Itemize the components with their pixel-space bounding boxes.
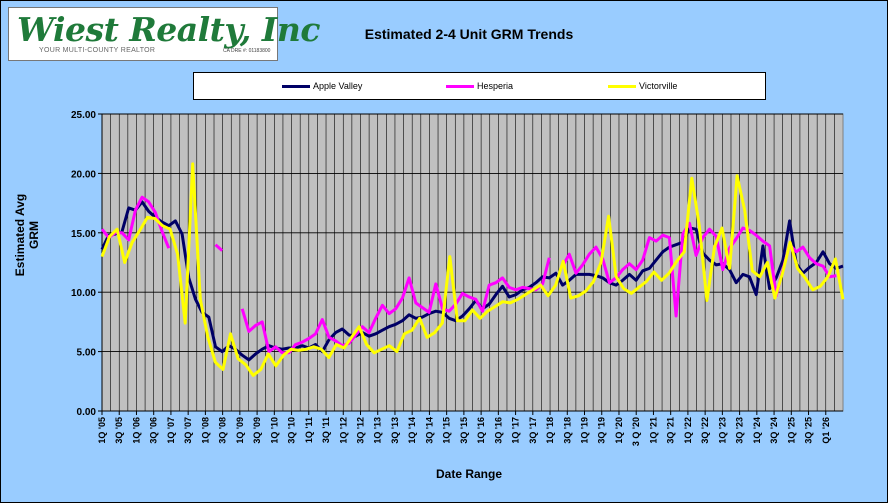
x-tick-label: 3Q '19	[597, 417, 607, 444]
chart-legend: Apple Valley Hesperia Victorville	[193, 72, 766, 100]
x-tick-label: 3Q '24	[769, 417, 779, 444]
x-tick-label: 1Q '16	[476, 417, 486, 444]
x-tick-label: 3Q '09	[252, 417, 262, 444]
x-tick-label: 1Q '10	[269, 417, 279, 444]
x-axis-label: Date Range	[435, 467, 503, 481]
x-tick-label: 3Q '06	[149, 417, 159, 444]
x-tick-label: 1Q '11	[304, 417, 314, 443]
y-tick-label: 10.00	[71, 288, 96, 299]
legend-swatch-hesperia	[446, 84, 474, 88]
x-tick-label: 3Q '15	[459, 417, 469, 444]
x-tick-label: 1Q '15	[442, 417, 452, 444]
chart-title: Estimated 2-4 Unit GRM Trends	[364, 26, 574, 42]
series-line-hesperia	[240, 257, 551, 355]
x-tick-label: 1Q '07	[166, 417, 176, 444]
x-tick-label: 1Q '12	[338, 417, 348, 444]
x-tick-label: 1Q '23	[717, 417, 727, 444]
y-tick-label: 5.00	[77, 348, 97, 359]
x-tick-label: 3Q '23	[735, 417, 745, 444]
x-tick-label: 3Q '08	[218, 417, 228, 444]
x-tick-label: 3Q '10	[287, 417, 297, 444]
y-tick-label: 15.00	[71, 229, 96, 240]
x-tick-label: 1Q '09	[235, 417, 245, 444]
x-tick-label: 3 Q '20	[631, 417, 641, 446]
x-tick-label: 1Q '08	[200, 417, 210, 444]
x-tick-label: Q1 '26	[821, 417, 831, 444]
legend-item-hesperia: Hesperia	[446, 73, 513, 99]
legend-label-hesperia: Hesperia	[477, 81, 514, 91]
legend-item-victorville: Victorville	[608, 73, 677, 99]
x-tick-label: 1Q '20	[614, 417, 624, 444]
legend-swatch-victorville	[608, 84, 636, 88]
legend-swatch-apple-valley	[282, 84, 310, 88]
y-tick-label: 20.00	[71, 169, 96, 180]
x-tick-label: 3Q '14	[424, 417, 434, 444]
x-tick-label: 3Q '16	[493, 417, 503, 444]
x-tick-label: 3Q '07	[183, 417, 193, 444]
x-tick-label: 3Q '12	[355, 417, 365, 444]
x-tick-label: 1Q '22	[683, 417, 693, 444]
legend-label-apple-valley: Apple Valley	[313, 81, 363, 91]
x-tick-label: 3Q '25	[804, 417, 814, 444]
series-line-hesperia	[214, 243, 224, 252]
legend-label-victorville: Victorville	[639, 81, 678, 91]
x-tick-label: 3Q '22	[700, 417, 710, 444]
x-tick-label: 1Q '19	[580, 417, 590, 444]
x-tick-label: 3Q '13	[390, 417, 400, 444]
logo-tagline: YOUR MULTI-COUNTY REALTOR	[39, 47, 156, 54]
legend-item-apple-valley: Apple Valley	[282, 73, 362, 99]
y-tick-label: 25.00	[71, 110, 96, 121]
x-tick-label: 1Q '05	[97, 417, 107, 444]
x-tick-label: 1Q '21	[648, 417, 658, 444]
x-tick-label: 1Q '17	[511, 417, 521, 444]
x-tick-label: 3Q '17	[528, 417, 538, 444]
company-logo: Wiest Realty, Inc YOUR MULTI-COUNTY REAL…	[8, 7, 320, 61]
y-tick-label: 0.00	[77, 407, 97, 418]
x-tick-label: 3Q '21	[666, 417, 676, 444]
x-tick-label: 1Q '13	[373, 417, 383, 444]
logo-wordmark: Wiest Realty, Inc	[17, 10, 320, 49]
logo-dre-number: CA DRE #: 01183800	[223, 48, 271, 54]
series-line-apple-valley	[100, 200, 844, 362]
x-tick-label: 1Q '06	[131, 417, 141, 444]
x-tick-label: 3Q '05	[114, 417, 124, 444]
series-line-victorville	[100, 162, 845, 377]
x-tick-label: 1Q '24	[752, 417, 762, 444]
x-tick-label: 3Q '18	[562, 417, 572, 444]
x-tick-label: 1Q '14	[407, 417, 417, 444]
x-tick-label: 3Q '11	[321, 417, 331, 443]
x-tick-label: 1Q '25	[786, 417, 796, 444]
x-tick-label: 1Q '18	[545, 417, 555, 444]
